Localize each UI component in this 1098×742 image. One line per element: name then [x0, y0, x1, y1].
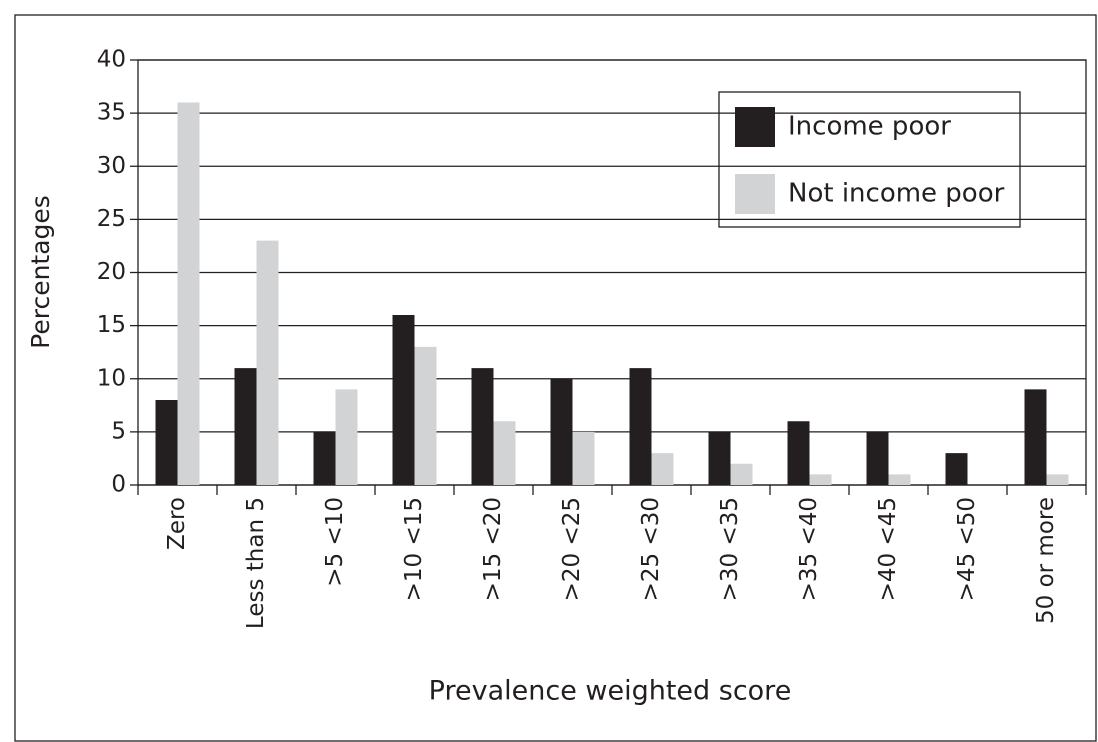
y-tick-label: 0	[111, 472, 126, 498]
x-tick-label: >25 <30	[638, 497, 664, 601]
y-tick-label: 35	[97, 100, 126, 126]
bar	[866, 431, 889, 485]
bar	[414, 346, 437, 485]
bar	[335, 389, 358, 485]
y-tick-label: 15	[97, 312, 126, 338]
bar	[155, 400, 178, 485]
x-tick-label: >10 <15	[401, 497, 427, 601]
bar	[708, 431, 731, 485]
y-tick-label: 40	[97, 47, 126, 73]
bar	[809, 474, 832, 485]
x-tick-label: Less than 5	[243, 497, 269, 629]
bar	[787, 421, 810, 485]
x-tick-label: >45 <50	[954, 497, 980, 601]
legend-box	[718, 91, 1021, 228]
legend-label: Not income poor	[788, 179, 1005, 209]
frame	[14, 14, 1097, 742]
bar	[234, 368, 257, 485]
bar	[730, 463, 753, 485]
legend-label: Income poor	[788, 112, 951, 142]
bar	[313, 431, 336, 485]
bar	[888, 474, 911, 485]
bar	[572, 431, 595, 485]
bar	[1046, 474, 1069, 485]
x-tick-label: >30 <35	[717, 497, 743, 601]
bar	[945, 453, 968, 485]
x-tick-label: 50 or more	[1033, 497, 1059, 624]
bar	[471, 368, 494, 485]
y-tick-label: 5	[111, 418, 126, 444]
x-tick-label: >15 <20	[480, 497, 506, 601]
bar	[550, 378, 573, 485]
x-tick-label: >20 <25	[559, 497, 585, 601]
legend-swatch	[735, 107, 775, 147]
bar	[1024, 389, 1047, 485]
x-tick-label: >35 <40	[796, 497, 822, 601]
bar	[493, 421, 516, 485]
y-tick-label: 30	[97, 153, 126, 179]
bar	[392, 315, 415, 485]
bar	[256, 240, 279, 485]
legend-swatch	[735, 174, 775, 214]
x-tick-label: Zero	[164, 497, 190, 550]
y-axis-label: Percentages	[26, 195, 55, 349]
y-tick-label: 25	[97, 206, 126, 232]
bar	[629, 368, 652, 485]
x-tick-label: >5 <10	[322, 497, 348, 587]
bar	[177, 102, 200, 485]
bar	[651, 453, 674, 485]
x-axis-label: Prevalence weighted score	[429, 676, 792, 707]
y-tick-label: 10	[97, 365, 126, 391]
x-tick-label: >40 <45	[875, 497, 901, 601]
y-tick-label: 20	[97, 259, 126, 285]
